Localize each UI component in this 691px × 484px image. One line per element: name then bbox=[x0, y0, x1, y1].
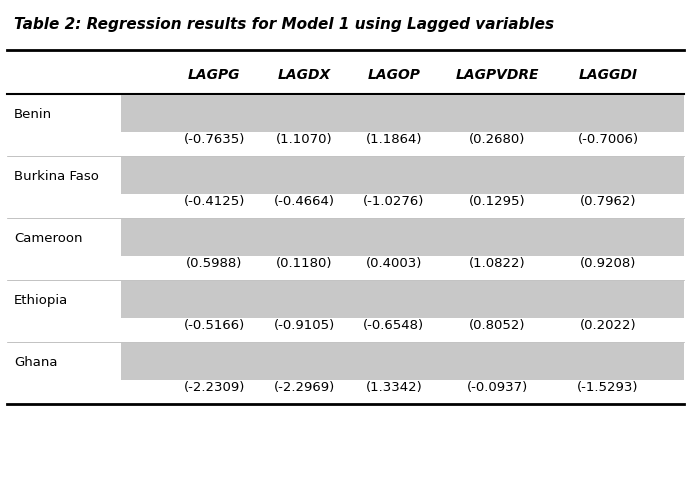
Text: Benin: Benin bbox=[14, 108, 52, 121]
Text: 0.1328: 0.1328 bbox=[370, 356, 417, 368]
Text: 4.5309: 4.5309 bbox=[585, 170, 631, 182]
Text: 0.3244: 0.3244 bbox=[371, 232, 417, 244]
Text: (-2.2969): (-2.2969) bbox=[274, 380, 334, 393]
Text: -0.5577: -0.5577 bbox=[189, 356, 240, 368]
Text: (-0.5166): (-0.5166) bbox=[184, 318, 245, 332]
Text: 0.1912: 0.1912 bbox=[281, 232, 328, 244]
Text: -0.8739: -0.8739 bbox=[189, 294, 240, 306]
Text: Ghana: Ghana bbox=[14, 356, 57, 368]
Text: LAGPG: LAGPG bbox=[188, 68, 240, 82]
Text: -0.4942: -0.4942 bbox=[583, 356, 634, 368]
Text: -5805: -5805 bbox=[285, 294, 323, 306]
Text: (0.5988): (0.5988) bbox=[186, 257, 243, 270]
Text: (-0.7635): (-0.7635) bbox=[184, 133, 245, 146]
Text: (0.1180): (0.1180) bbox=[276, 257, 332, 270]
Text: (0.7962): (0.7962) bbox=[580, 195, 636, 208]
Text: (-0.4125): (-0.4125) bbox=[184, 195, 245, 208]
Text: -1717: -1717 bbox=[285, 170, 323, 182]
Text: Burkina Faso: Burkina Faso bbox=[14, 170, 99, 182]
Text: (-0.9105): (-0.9105) bbox=[274, 318, 334, 332]
Text: (0.2022): (0.2022) bbox=[580, 318, 636, 332]
Text: -1.1165: -1.1165 bbox=[583, 108, 634, 121]
Text: LAGOP: LAGOP bbox=[368, 68, 420, 82]
Text: -0.4574: -0.4574 bbox=[189, 170, 240, 182]
Text: (-1.0276): (-1.0276) bbox=[363, 195, 424, 208]
Text: -9013: -9013 bbox=[285, 356, 323, 368]
Text: (0.4003): (0.4003) bbox=[366, 257, 422, 270]
Text: (1.1864): (1.1864) bbox=[366, 133, 422, 146]
Text: (-1.5293): (-1.5293) bbox=[577, 380, 639, 393]
Text: 0.3046: 0.3046 bbox=[371, 108, 417, 121]
Text: Cameroon: Cameroon bbox=[14, 232, 82, 244]
Text: (0.8052): (0.8052) bbox=[469, 318, 526, 332]
Text: -0.7995: -0.7995 bbox=[368, 294, 419, 306]
Text: 0.5264: 0.5264 bbox=[475, 294, 520, 306]
Text: (-2.2309): (-2.2309) bbox=[184, 380, 245, 393]
Text: 0.9218: 0.9218 bbox=[191, 232, 237, 244]
Text: 2.0472: 2.0472 bbox=[585, 294, 632, 306]
Text: -7.1937: -7.1937 bbox=[368, 170, 419, 182]
Text: 0.6314: 0.6314 bbox=[475, 232, 520, 244]
Text: (-0.6548): (-0.6548) bbox=[363, 318, 424, 332]
Text: 10.9104: 10.9104 bbox=[580, 232, 636, 244]
Text: Table 2: Regression results for Model 1 using Lagged variables: Table 2: Regression results for Model 1 … bbox=[14, 17, 554, 32]
Text: LAGPVDRE: LAGPVDRE bbox=[456, 68, 539, 82]
Text: 0.0978: 0.0978 bbox=[475, 108, 520, 121]
Text: (1.1070): (1.1070) bbox=[276, 133, 332, 146]
Text: 0.1136: 0.1136 bbox=[474, 170, 521, 182]
Text: 0.5711: 0.5711 bbox=[281, 108, 328, 121]
Text: -0.3469: -0.3469 bbox=[189, 108, 240, 121]
Text: (-0.0937): (-0.0937) bbox=[467, 380, 528, 393]
Text: -0.0240: -0.0240 bbox=[472, 356, 523, 368]
Text: Ethiopia: Ethiopia bbox=[14, 294, 68, 306]
Text: LAGDX: LAGDX bbox=[277, 68, 331, 82]
Text: (0.9208): (0.9208) bbox=[580, 257, 636, 270]
Text: (0.2680): (0.2680) bbox=[469, 133, 526, 146]
Text: (-0.7006): (-0.7006) bbox=[578, 133, 638, 146]
Text: (1.0822): (1.0822) bbox=[469, 257, 526, 270]
Text: (1.3342): (1.3342) bbox=[366, 380, 422, 393]
Text: (0.1295): (0.1295) bbox=[469, 195, 526, 208]
Text: LAGGDI: LAGGDI bbox=[578, 68, 638, 82]
Text: (-0.4664): (-0.4664) bbox=[274, 195, 334, 208]
